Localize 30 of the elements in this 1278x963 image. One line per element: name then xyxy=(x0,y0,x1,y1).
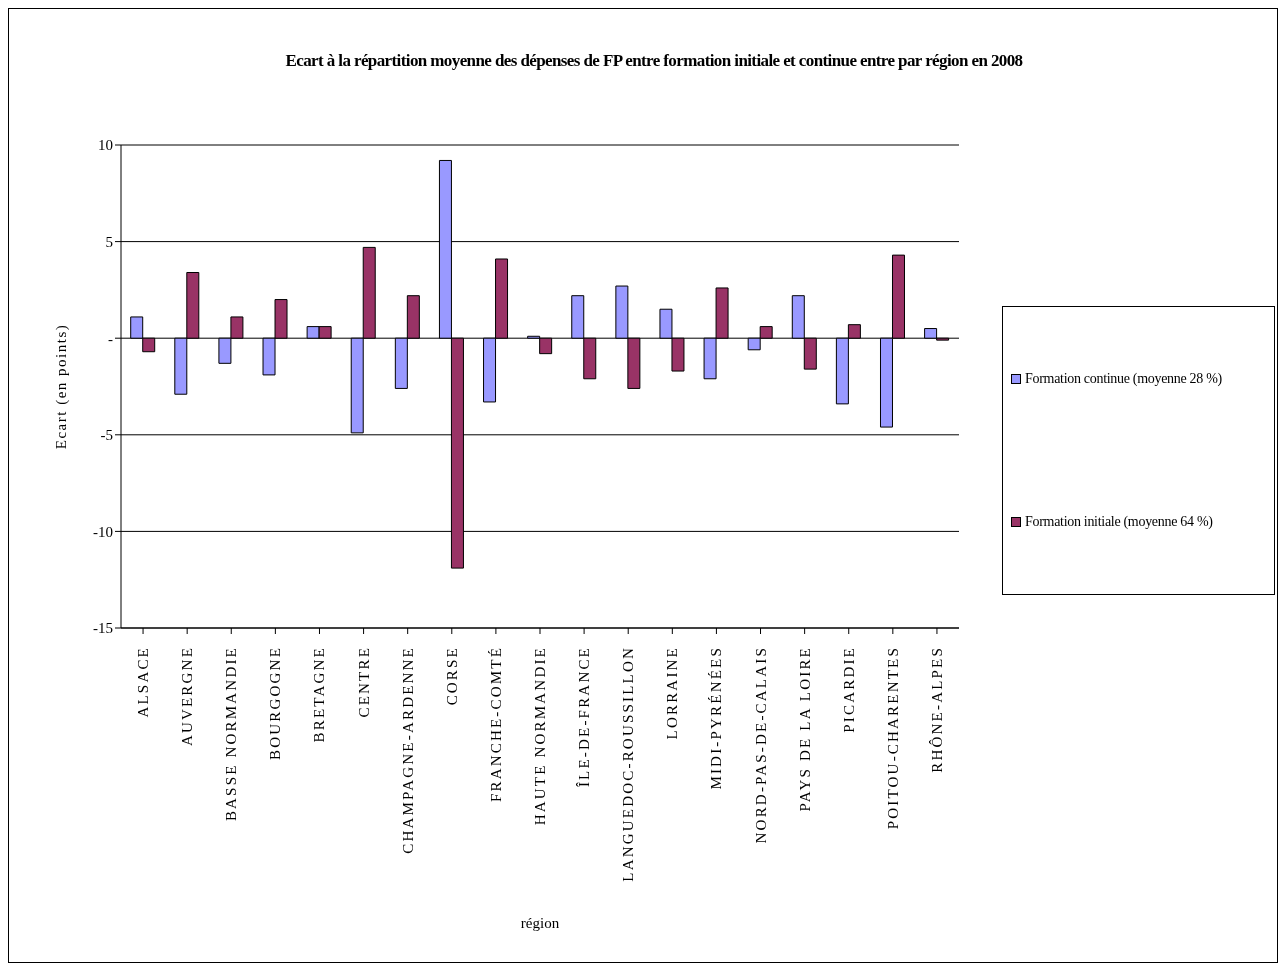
y-axis-title: Ecart (en points) xyxy=(53,323,71,450)
x-tick-label: PAYS DE LA LOIRE xyxy=(796,646,813,812)
x-tick-label: AUVERGNE xyxy=(179,646,196,747)
y-tick-label: -15 xyxy=(93,620,113,637)
x-tick-label: NORD-PAS-DE-CALAIS xyxy=(752,646,769,844)
x-axis-title: région xyxy=(520,915,560,931)
y-tick-label: -5 xyxy=(100,427,113,444)
x-tick-label: FRANCHE-COMTÉ xyxy=(487,646,504,803)
x-tick-label: CHAMPAGNE-ARDENNE xyxy=(399,646,416,854)
x-tick-label: RHÔNE-ALPES xyxy=(928,646,945,773)
x-tick-label: CORSE xyxy=(443,646,460,706)
y-tick-label: 10 xyxy=(98,137,113,154)
x-tick-label: LORRAINE xyxy=(664,646,681,740)
x-tick-label: BOURGOGNE xyxy=(267,646,284,760)
x-tick-label: ALSACE xyxy=(135,646,152,718)
x-tick-label: HAUTE NORMANDIE xyxy=(532,646,548,826)
x-tick-label: PICARDIE xyxy=(840,646,857,733)
chart-title: Ecart à la répartition moyenne des dépenses de FP entre formation initiale et continue entre par région en 2008 xyxy=(284,51,1024,71)
x-tick-label: CENTRE xyxy=(355,646,372,718)
x-tick-label: BRETAGNE xyxy=(311,646,328,743)
y-tick-label: - xyxy=(108,330,113,347)
x-tick-label: LANGUEDOC-ROUSSILLON xyxy=(620,646,637,882)
x-tick-label: ÎLE-DE-FRANCE xyxy=(576,646,593,788)
x-tick-label: MIDI-PYRÉNÉES xyxy=(708,646,725,790)
x-tick-label: POITOU-CHARENTES xyxy=(884,646,901,830)
y-tick-label: 5 xyxy=(105,233,113,250)
legend-label: Formation continue (moyenne 28 %) xyxy=(1025,370,1222,387)
legend-label: Formation initiale (moyenne 64 %) xyxy=(1025,514,1213,531)
y-tick-label: -10 xyxy=(93,523,113,540)
x-tick-label: BASSE NORMANDIE xyxy=(223,646,240,822)
